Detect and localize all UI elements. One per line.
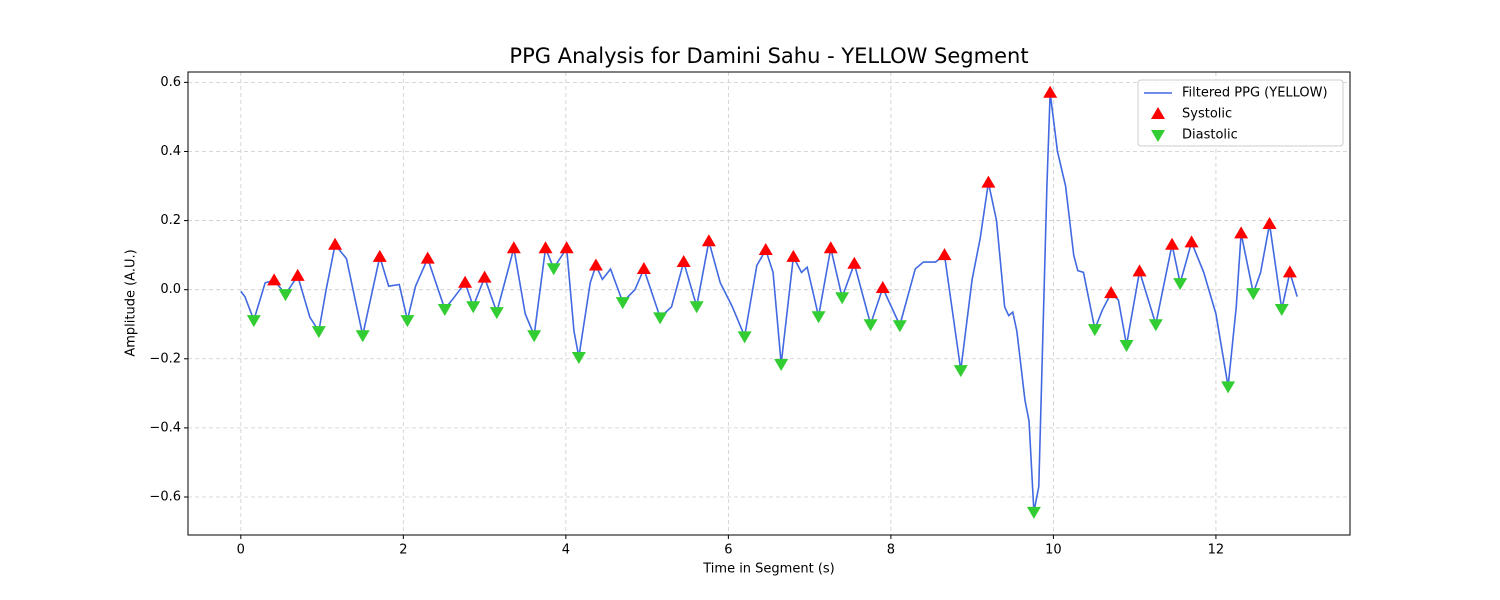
x-axis-label: Time in Segment (s) (702, 562, 834, 577)
systolic-marker (1104, 286, 1119, 299)
diastolic-marker (1221, 381, 1236, 394)
diastolic-marker (953, 365, 968, 378)
diastolic-marker (892, 320, 907, 333)
systolic-marker (1132, 264, 1147, 277)
y-tick-label: 0.2 (160, 213, 181, 228)
chart-title: PPG Analysis for Damini Sahu - YELLOW Se… (509, 44, 1028, 68)
diastolic-marker (1148, 319, 1163, 332)
systolic-marker (290, 268, 305, 281)
legend-label: Systolic (1182, 107, 1232, 122)
x-tick-label: 4 (562, 543, 570, 558)
legend-swatch (1151, 130, 1165, 142)
systolic-marker (875, 280, 890, 293)
diastolic-marker (278, 289, 293, 302)
x-tick-label: 2 (399, 543, 407, 558)
diastolic-marker (466, 301, 481, 314)
y-tick-label: 0.6 (160, 75, 181, 90)
y-tick-label: 0.0 (160, 282, 181, 297)
y-tick-label: 0.4 (160, 144, 181, 159)
systolic-marker (1234, 226, 1249, 239)
systolic-marker (559, 241, 574, 254)
diastolic-marker (246, 315, 261, 328)
systolic-marker (1165, 237, 1180, 250)
diastolic-marker (689, 301, 704, 314)
diastolic-marker (400, 315, 415, 328)
systolic-marker (328, 237, 343, 250)
systolic-marker (847, 256, 862, 269)
plot-frame (187, 71, 1351, 536)
y-tick-label: −0.6 (149, 489, 181, 504)
x-tick-label: 8 (887, 543, 895, 558)
systolic-marker (506, 241, 521, 254)
legend-box (1137, 79, 1344, 147)
systolic-marker (420, 251, 435, 264)
systolic-marker (477, 270, 492, 283)
diastolic-marker (737, 331, 752, 344)
diastolic-marker (355, 330, 370, 343)
systolic-marker (758, 242, 773, 255)
diastolic-marker (1026, 506, 1041, 519)
diastolic-marker (863, 319, 878, 332)
systolic-marker (676, 255, 691, 268)
diastolic-marker (1173, 278, 1188, 291)
systolic-marker (1043, 85, 1058, 98)
diastolic-marker (571, 352, 586, 365)
legend-label: Filtered PPG (YELLOW) (1182, 86, 1328, 101)
x-tick-label: 10 (1045, 543, 1062, 558)
diastolic-marker (1246, 288, 1261, 301)
diastolic-marker (774, 358, 789, 371)
diastolic-marker (1087, 324, 1102, 337)
systolic-marker (1262, 217, 1277, 230)
diastolic-marker (437, 304, 452, 317)
diastolic-marker (546, 263, 561, 276)
systolic-marker (538, 241, 553, 254)
systolic-marker (267, 273, 282, 286)
diastolic-marker (653, 312, 668, 325)
systolic-marker (636, 261, 651, 274)
y-tick-label: −0.2 (149, 351, 181, 366)
systolic-marker (1282, 265, 1297, 278)
diastolic-marker (489, 307, 504, 320)
diastolic-marker (615, 297, 630, 310)
diastolic-marker (1119, 339, 1134, 352)
systolic-marker (372, 249, 387, 262)
systolic-marker (981, 175, 996, 188)
diastolic-marker (1274, 304, 1289, 317)
diastolic-marker (811, 311, 826, 324)
systolic-marker (1184, 235, 1199, 248)
diastolic-marker (835, 292, 850, 305)
x-tick-label: 0 (237, 543, 245, 558)
legend-label: Diastolic (1182, 128, 1238, 143)
y-axis-label: Amplitude (A.U.) (124, 249, 139, 356)
systolic-marker (701, 234, 716, 247)
legend-swatch (1151, 107, 1165, 119)
systolic-marker (937, 248, 952, 261)
systolic-marker (823, 241, 838, 254)
legend: Filtered PPG (YELLOW) Systolic Diastolic (1137, 79, 1344, 147)
systolic-marker (786, 249, 801, 262)
diastolic-marker (311, 326, 326, 339)
systolic-marker (458, 275, 473, 288)
x-tick-label: 6 (724, 543, 732, 558)
diastolic-marker (527, 330, 542, 343)
y-tick-label: −0.4 (149, 420, 181, 435)
x-tick-label: 12 (1208, 543, 1225, 558)
systolic-marker (588, 258, 603, 271)
